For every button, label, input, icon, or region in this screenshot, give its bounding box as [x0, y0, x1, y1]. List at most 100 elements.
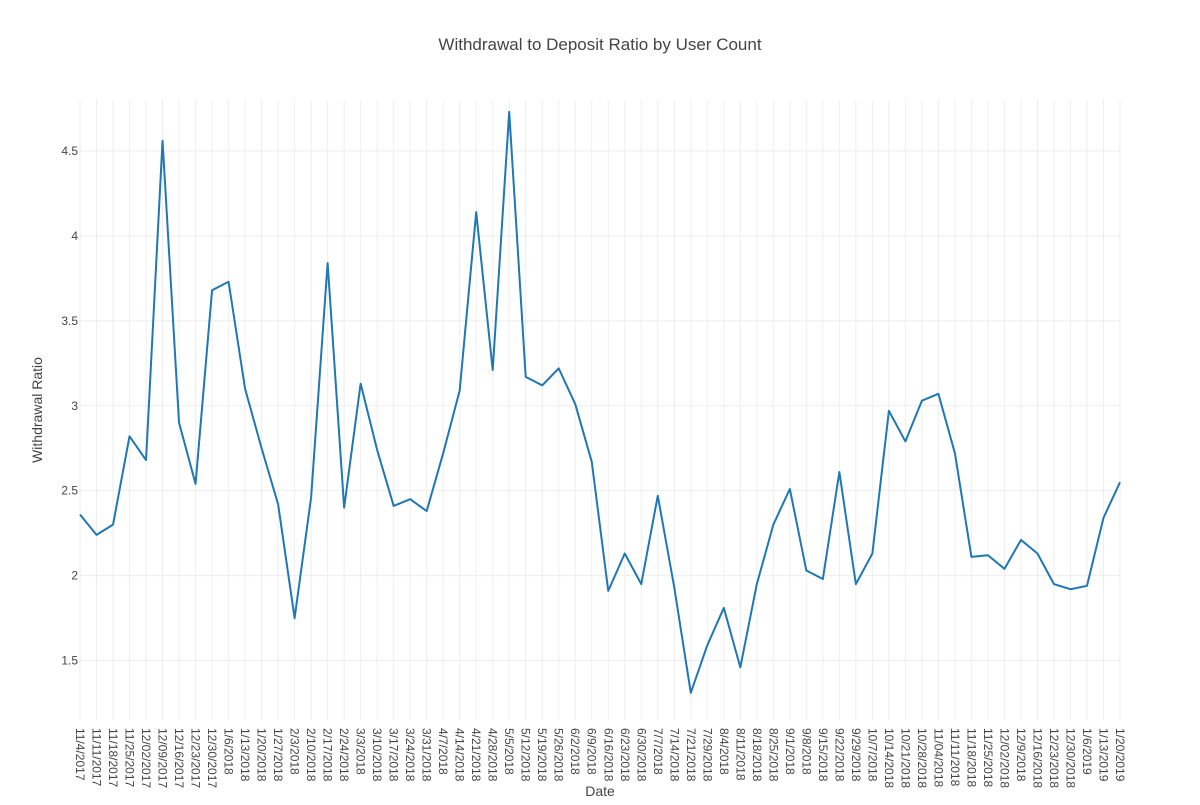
data-point[interactable]	[853, 581, 859, 587]
x-tick-label: 1/27/2018	[271, 728, 285, 782]
data-point[interactable]	[358, 381, 364, 387]
data-point[interactable]	[193, 481, 199, 487]
data-point[interactable]	[407, 496, 413, 502]
data-point[interactable]	[787, 486, 793, 492]
data-point[interactable]	[737, 664, 743, 670]
data-point[interactable]	[275, 501, 281, 507]
data-point[interactable]	[770, 522, 776, 528]
data-point[interactable]	[127, 433, 133, 439]
data-point[interactable]	[374, 447, 380, 453]
data-point[interactable]	[473, 209, 479, 215]
x-tick-label: 3/24/2018	[403, 728, 417, 782]
x-tick-label: 11/11/2018	[948, 728, 962, 787]
x-tick-label: 12/23/2017	[189, 728, 203, 788]
x-tick-label: 12/30/2018	[1063, 728, 1077, 788]
data-point[interactable]	[242, 386, 248, 392]
x-tick-label: 4/28/2018	[486, 728, 500, 782]
x-tick-label: 10/21/2018	[898, 728, 912, 788]
x-tick-label: 1/20/2018	[255, 728, 269, 782]
data-point[interactable]	[556, 365, 562, 371]
x-tick-label: 8/11/2018	[733, 728, 747, 781]
x-tick-label: 8/25/2018	[766, 728, 780, 782]
x-tick-label: 1/20/2019	[1113, 728, 1127, 782]
data-point[interactable]	[605, 588, 611, 594]
data-point[interactable]	[803, 568, 809, 574]
x-tick-label: 6/23/2018	[618, 728, 632, 782]
data-point[interactable]	[341, 505, 347, 511]
data-point[interactable]	[1018, 537, 1024, 543]
x-tick-label: 11/04/2018	[931, 728, 945, 787]
data-point[interactable]	[754, 581, 760, 587]
data-point[interactable]	[110, 522, 116, 528]
data-point[interactable]	[143, 457, 149, 463]
data-point[interactable]	[572, 401, 578, 407]
x-tick-label: 6/2/2018	[568, 728, 582, 775]
data-point[interactable]	[820, 576, 826, 582]
data-point[interactable]	[721, 605, 727, 611]
data-point[interactable]	[968, 554, 974, 560]
data-point[interactable]	[1100, 515, 1106, 521]
data-point[interactable]	[1084, 583, 1090, 589]
data-point[interactable]	[638, 581, 644, 587]
x-tick-label: 8/4/2018	[717, 728, 731, 775]
data-point[interactable]	[424, 508, 430, 514]
data-point[interactable]	[440, 450, 446, 456]
data-point[interactable]	[622, 551, 628, 557]
data-point[interactable]	[209, 287, 215, 293]
data-point[interactable]	[259, 445, 265, 451]
data-point[interactable]	[886, 408, 892, 414]
x-tick-label: 11/25/2018	[981, 728, 995, 787]
data-point[interactable]	[506, 109, 512, 115]
data-point[interactable]	[94, 532, 100, 538]
data-point[interactable]	[1117, 479, 1123, 485]
data-point[interactable]	[869, 551, 875, 557]
data-point[interactable]	[490, 367, 496, 373]
data-point[interactable]	[1001, 566, 1007, 572]
data-point[interactable]	[902, 438, 908, 444]
data-point[interactable]	[836, 469, 842, 475]
data-point[interactable]	[704, 642, 710, 648]
series-line	[79, 110, 1121, 694]
data-point[interactable]	[539, 382, 545, 388]
data-point[interactable]	[325, 260, 331, 266]
chart-title: Withdrawal to Deposit Ratio by User Coun…	[438, 35, 761, 54]
data-point[interactable]	[671, 585, 677, 591]
data-point[interactable]	[1051, 581, 1057, 587]
data-point[interactable]	[919, 398, 925, 404]
data-point[interactable]	[655, 493, 661, 499]
data-point[interactable]	[226, 279, 232, 285]
data-point[interactable]	[985, 552, 991, 558]
data-point[interactable]	[77, 511, 83, 517]
data-point[interactable]	[1034, 551, 1040, 557]
data-point[interactable]	[523, 374, 529, 380]
x-tick-label: 5/12/2018	[519, 728, 533, 782]
y-tick-label: 2.5	[61, 484, 78, 498]
x-tick-label: 7/14/2018	[667, 728, 681, 782]
data-point[interactable]	[457, 387, 463, 393]
x-tick-label: 1/6/2018	[222, 728, 236, 775]
data-point[interactable]	[952, 450, 958, 456]
x-tick-label: 3/31/2018	[420, 728, 434, 782]
data-point[interactable]	[160, 138, 166, 144]
data-point[interactable]	[589, 459, 595, 465]
data-point[interactable]	[688, 690, 694, 696]
x-tick-label: 1/13/2019	[1096, 728, 1110, 782]
x-tick-label: 7/7/2018	[651, 728, 665, 775]
x-tick-label: 8/18/2018	[750, 728, 764, 782]
x-tick-label: 4/21/2018	[469, 728, 483, 782]
x-tick-label: 6/16/2018	[601, 728, 615, 782]
data-point[interactable]	[308, 494, 314, 500]
x-tick-label: 12/09/2017	[156, 728, 170, 788]
y-axis-ticks: 1.5 2 2.5 3 3.5 4 4.5	[61, 144, 78, 668]
x-axis-ticks: 11/4/2017 11/11/2017 11/18/2017 11/25/2017 1…	[73, 728, 1127, 788]
x-tick-label: 9/29/2018	[849, 728, 863, 782]
data-point[interactable]	[391, 503, 397, 509]
data-point[interactable]	[935, 391, 941, 397]
data-point[interactable]	[176, 420, 182, 426]
data-point[interactable]	[1067, 586, 1073, 592]
x-tick-label: 1/6/2019	[1080, 728, 1094, 775]
data-point[interactable]	[292, 615, 298, 621]
x-tick-label: 10/28/2018	[915, 728, 929, 788]
x-tick-label: 9/15/2018	[816, 728, 830, 782]
x-tick-label: 9/8/2018	[799, 728, 813, 775]
